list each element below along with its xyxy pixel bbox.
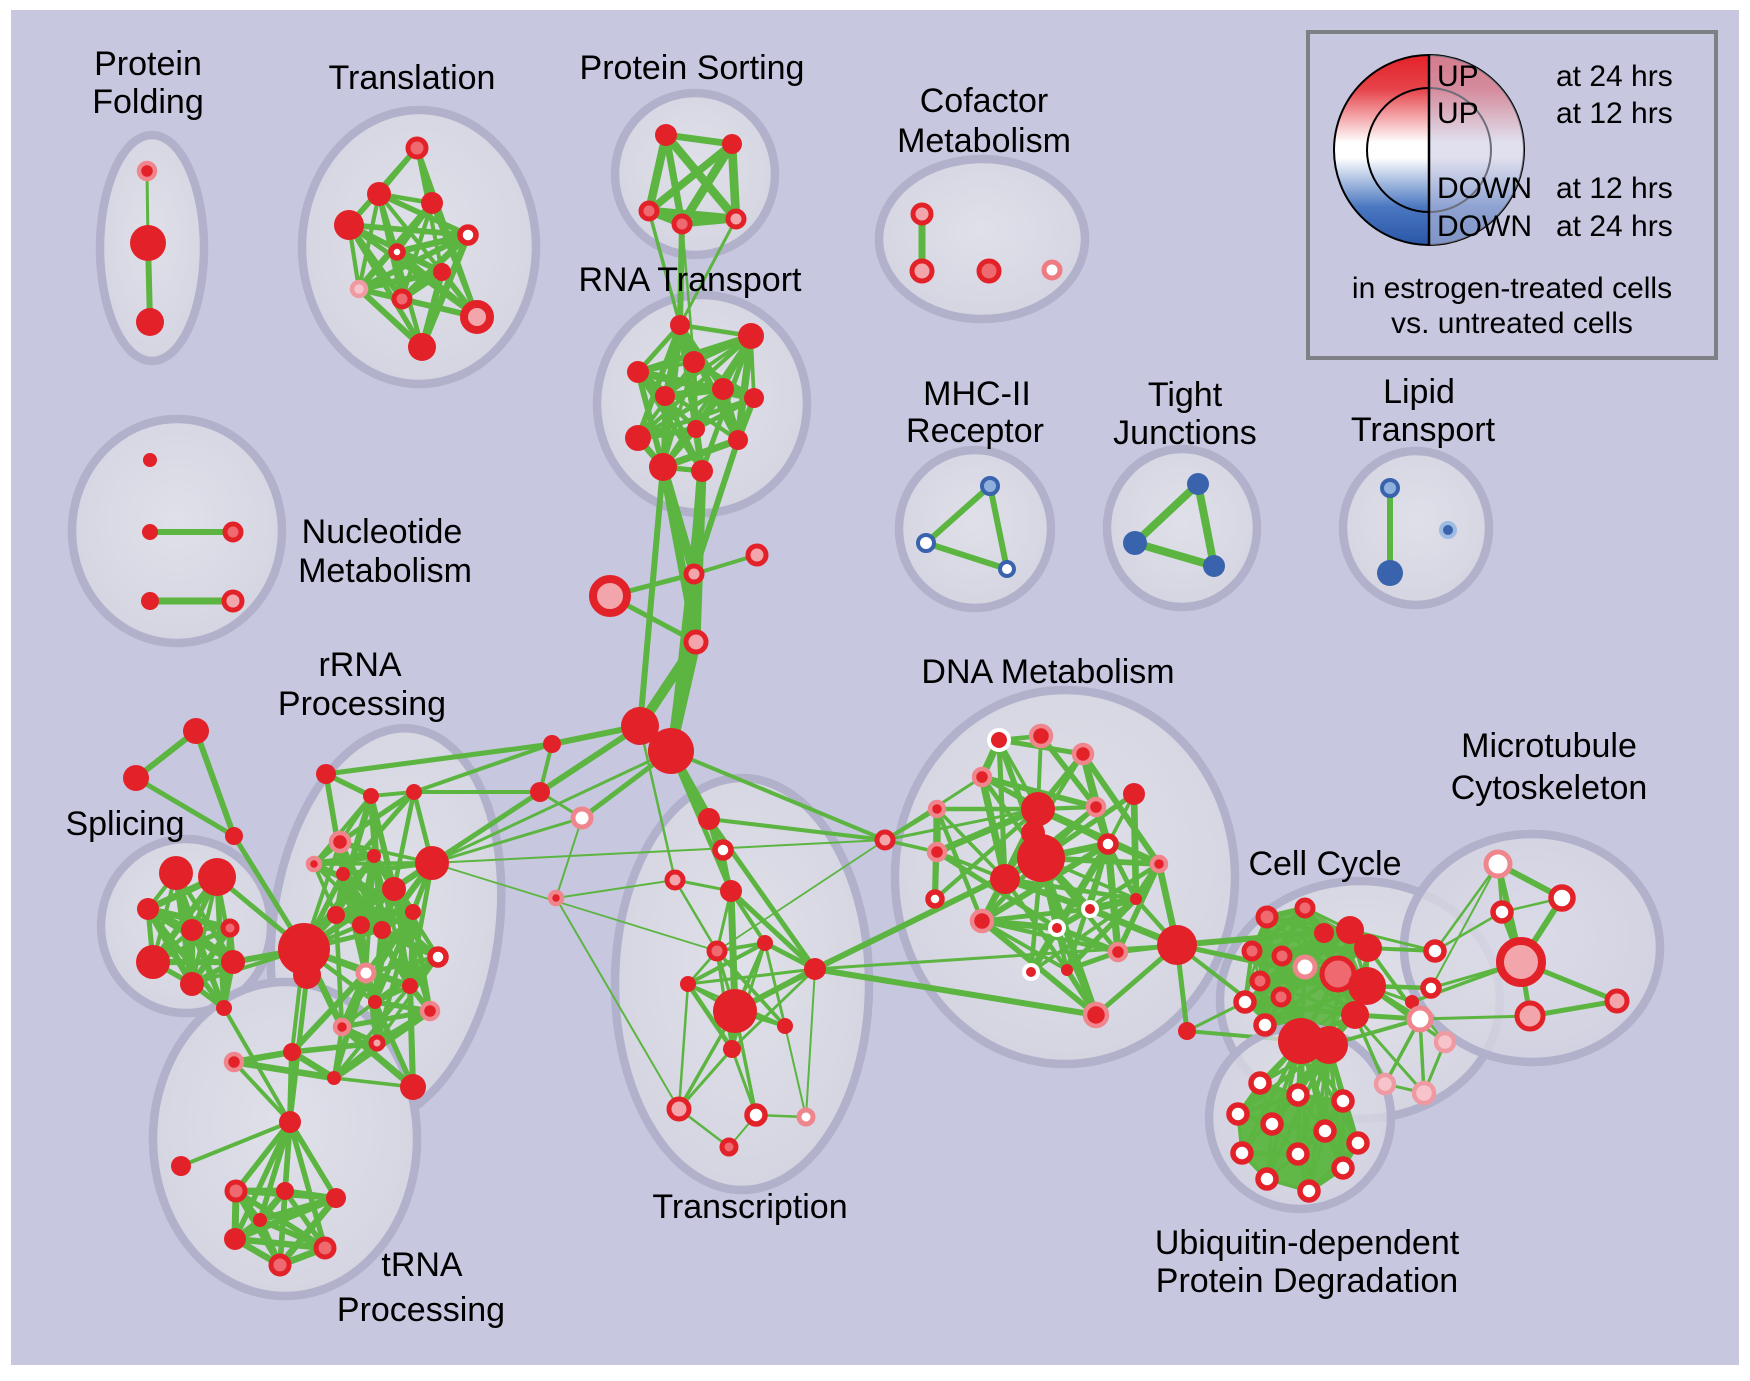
- svg-text:MHC-II: MHC-II: [923, 375, 1031, 413]
- svg-text:Processing: Processing: [337, 1291, 505, 1329]
- svg-text:Cell Cycle: Cell Cycle: [1248, 845, 1401, 883]
- svg-text:Folding: Folding: [92, 83, 204, 121]
- svg-text:Transcription: Transcription: [652, 1188, 847, 1226]
- svg-text:in estrogen-treated cells: in estrogen-treated cells: [1352, 272, 1672, 305]
- svg-text:Ubiquitin-dependent: Ubiquitin-dependent: [1155, 1224, 1460, 1262]
- svg-text:at 12 hrs: at 12 hrs: [1556, 172, 1673, 205]
- svg-text:Processing: Processing: [278, 685, 446, 723]
- svg-text:at 24 hrs: at 24 hrs: [1556, 210, 1673, 243]
- svg-text:Cofactor: Cofactor: [920, 82, 1049, 120]
- svg-text:vs. untreated cells: vs. untreated cells: [1391, 307, 1633, 340]
- svg-text:Tight: Tight: [1148, 376, 1223, 414]
- svg-text:tRNA: tRNA: [381, 1246, 463, 1284]
- svg-text:UP: UP: [1437, 60, 1479, 93]
- svg-text:Translation: Translation: [329, 59, 496, 97]
- svg-text:Metabolism: Metabolism: [298, 552, 472, 590]
- svg-text:Protein Sorting: Protein Sorting: [580, 49, 805, 87]
- svg-text:Metabolism: Metabolism: [897, 122, 1071, 160]
- svg-text:rRNA: rRNA: [318, 646, 401, 684]
- svg-text:Cytoskeleton: Cytoskeleton: [1451, 769, 1648, 807]
- svg-text:Splicing: Splicing: [65, 805, 184, 843]
- svg-text:Nucleotide: Nucleotide: [302, 513, 463, 551]
- svg-text:Microtubule: Microtubule: [1461, 727, 1637, 765]
- svg-text:DOWN: DOWN: [1437, 172, 1532, 205]
- svg-text:Protein Degradation: Protein Degradation: [1156, 1262, 1458, 1300]
- svg-text:Junctions: Junctions: [1113, 414, 1257, 452]
- svg-text:Transport: Transport: [1351, 411, 1496, 449]
- svg-text:UP: UP: [1437, 97, 1479, 130]
- svg-text:DOWN: DOWN: [1437, 210, 1532, 243]
- svg-text:Receptor: Receptor: [906, 412, 1044, 450]
- svg-text:at 12 hrs: at 12 hrs: [1556, 97, 1673, 130]
- svg-text:RNA Transport: RNA Transport: [579, 261, 803, 299]
- svg-text:at 24 hrs: at 24 hrs: [1556, 60, 1673, 93]
- svg-text:Lipid: Lipid: [1383, 373, 1455, 411]
- svg-text:Protein: Protein: [94, 45, 202, 83]
- svg-text:DNA Metabolism: DNA Metabolism: [921, 653, 1174, 691]
